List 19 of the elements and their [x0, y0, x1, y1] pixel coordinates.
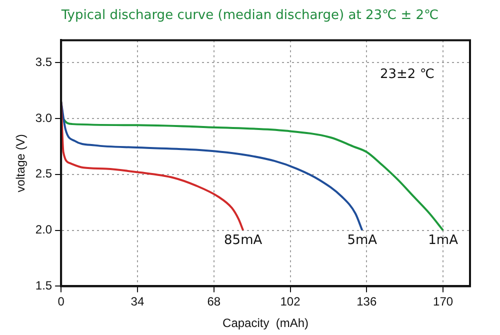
- y-tick-label: 3.0: [35, 110, 52, 125]
- series-label: 5mA: [347, 233, 378, 248]
- y-axis-title: voltage (V): [14, 134, 28, 192]
- x-tick-label: 0: [58, 294, 65, 309]
- chart-title: Typical discharge curve (median discharge) at 23℃ ± 2℃: [60, 8, 440, 23]
- series-label: 1mA: [428, 233, 458, 248]
- x-tick-label: 68: [207, 294, 221, 309]
- y-tick-label: 2.0: [35, 222, 52, 237]
- y-tick-label: 3.5: [35, 54, 52, 69]
- y-tick-label: 2.5: [35, 166, 52, 181]
- x-tick-label: 34: [130, 294, 144, 309]
- x-tick-label: 136: [356, 294, 377, 309]
- series-label: 85mA: [224, 233, 262, 248]
- annotation: 23±2 ℃: [380, 67, 434, 82]
- y-tick-label: 1.5: [35, 278, 52, 293]
- x-tick-label: 170: [433, 294, 454, 309]
- x-tick-label: 102: [280, 294, 301, 309]
- line-series: [61, 100, 364, 232]
- x-axis-title: Capacity (mAh): [222, 316, 309, 330]
